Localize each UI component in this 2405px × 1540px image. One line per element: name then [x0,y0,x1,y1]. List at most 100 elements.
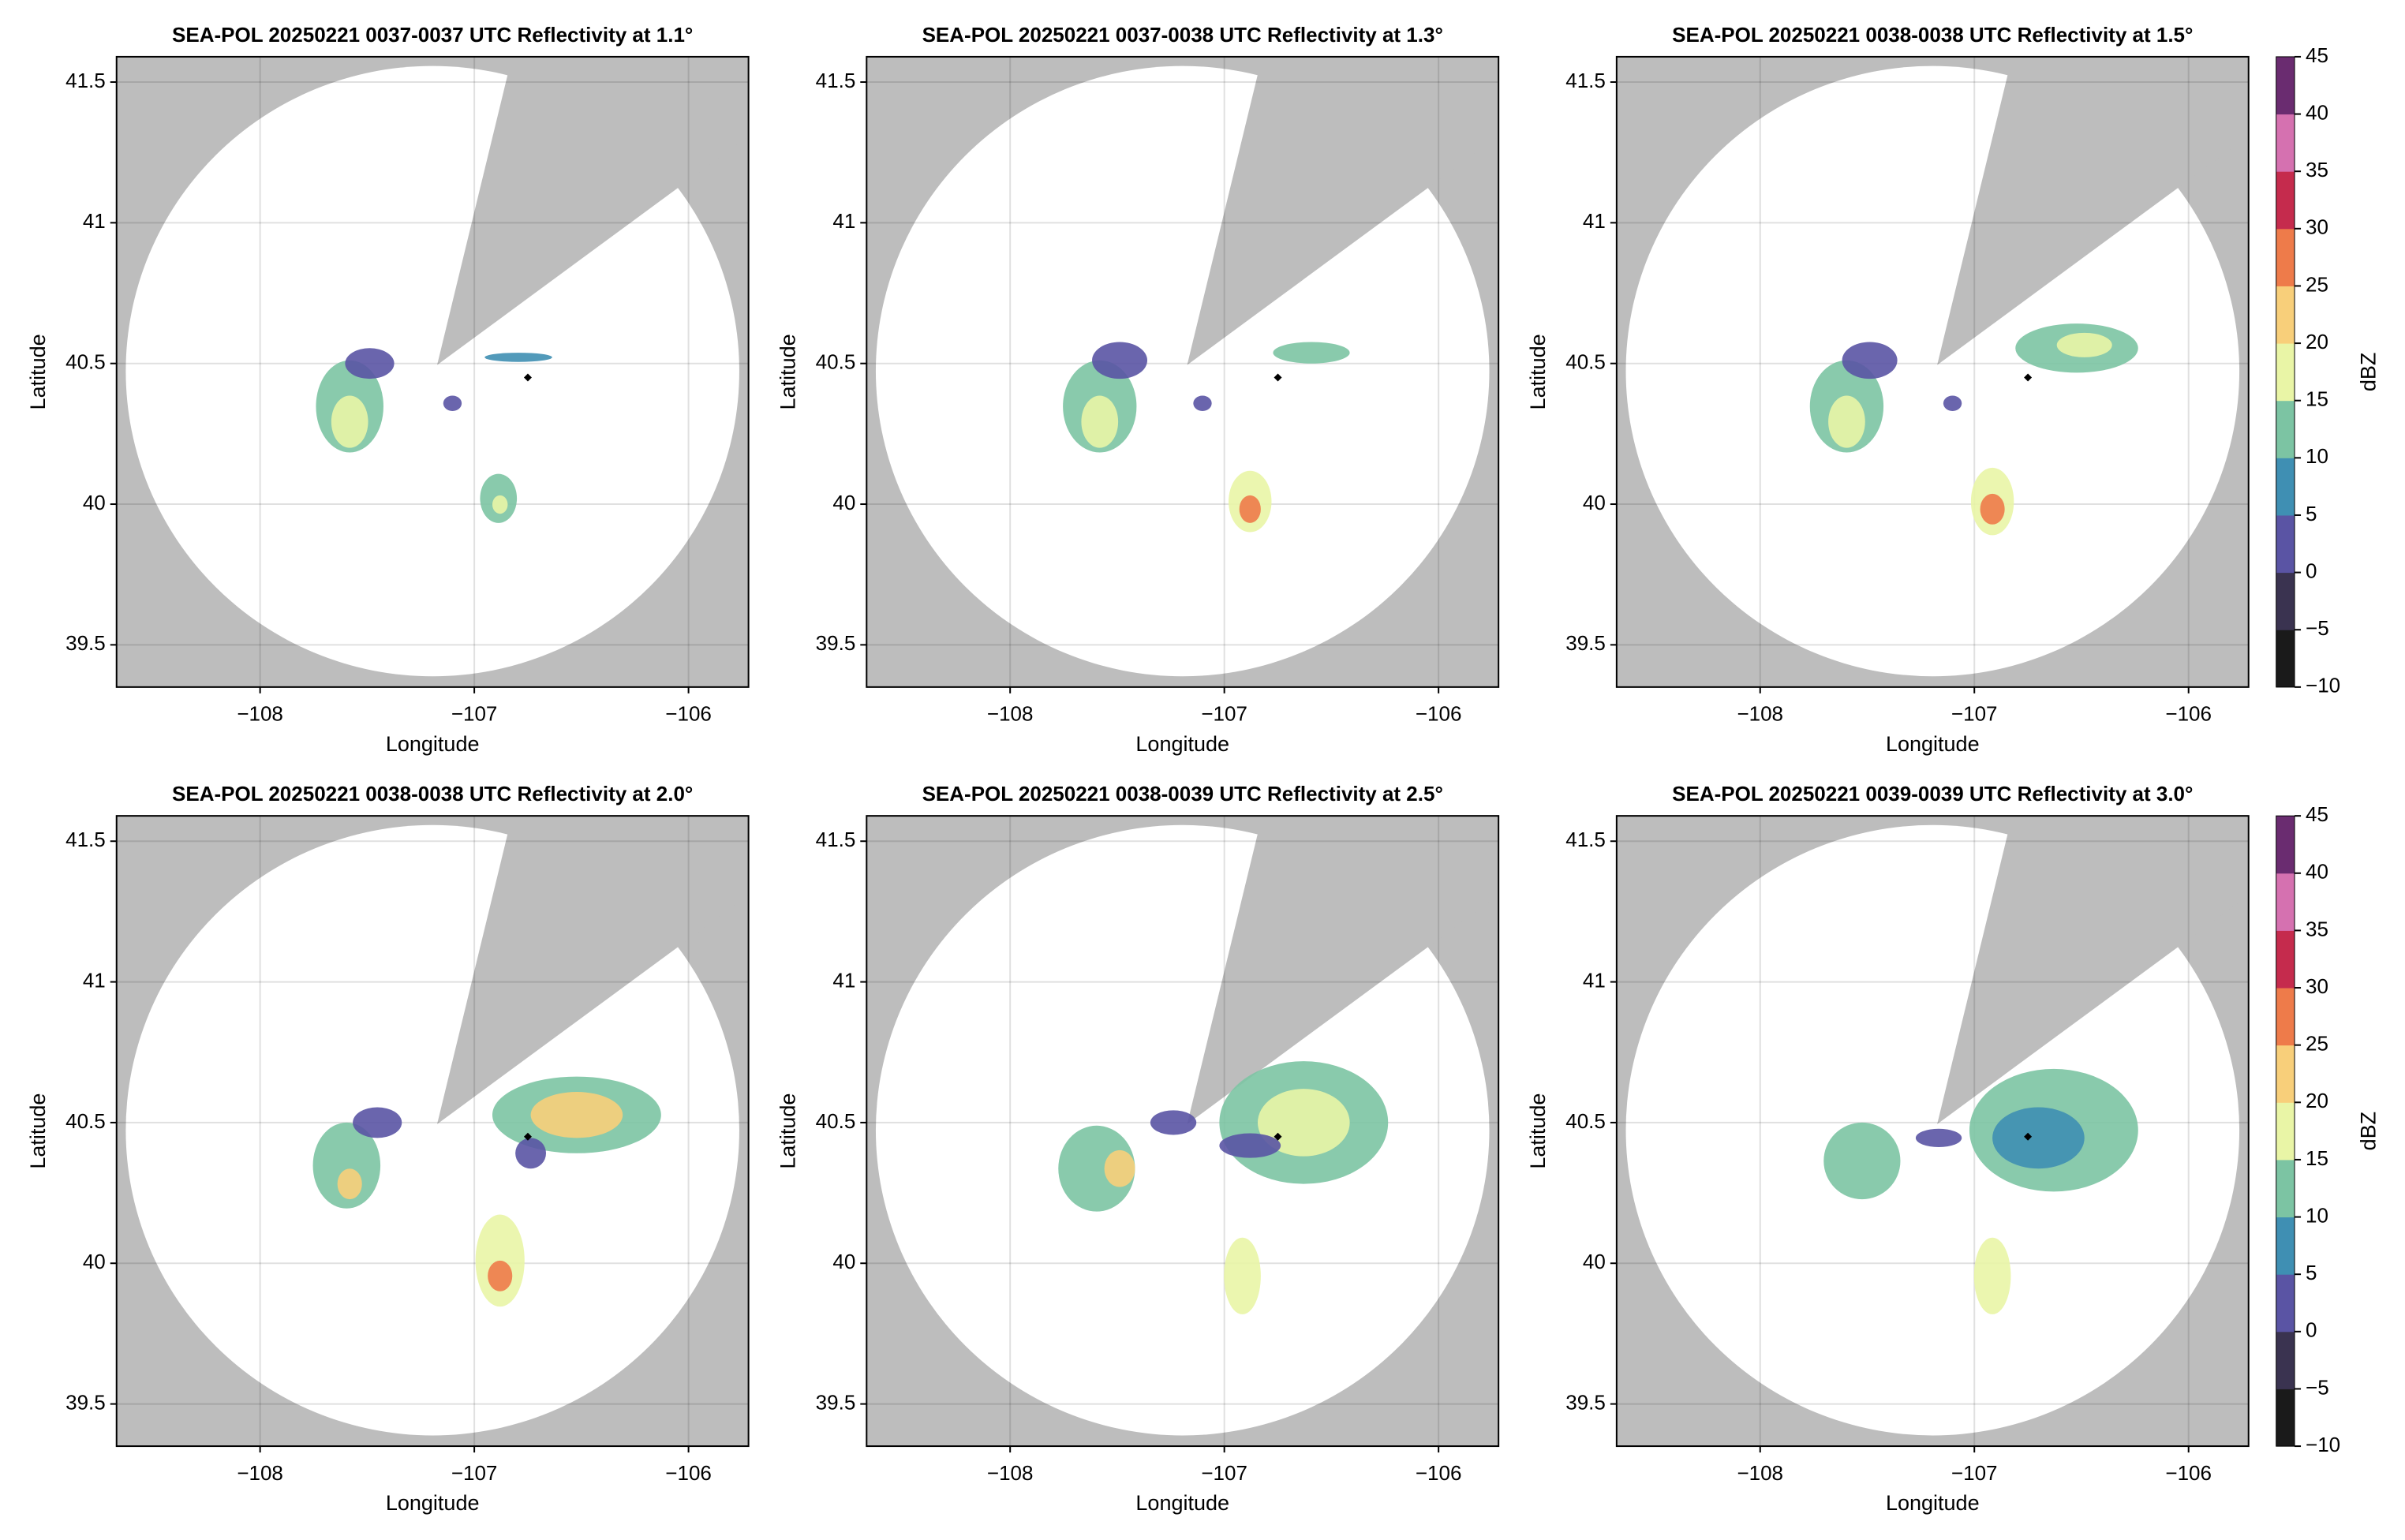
echo [331,395,368,448]
echo [1973,1237,2011,1314]
echo [1828,395,1865,448]
y-axis-label: Latitude [26,334,50,409]
echo [443,395,462,411]
echo [2056,332,2112,357]
y-tick-label: 40 [83,1250,106,1273]
colorbar-segment [2276,630,2295,688]
blocked-sector [1937,816,2249,1124]
colorbar-tick-label: 30 [2306,974,2328,998]
y-tick-label: 40.5 [816,1109,856,1133]
colorbar-tick-label: 0 [2306,559,2317,582]
plot-frame [1615,815,2250,1448]
colorbar-tick-label: 0 [2306,1318,2317,1342]
colorbar-segment [2276,400,2295,458]
x-axis-label: Longitude [386,1491,480,1515]
y-tick-label: 41.5 [1565,828,1606,851]
colorbar-segment [2276,286,2295,344]
colorbar-segment [2276,1159,2295,1218]
x-tick-label: −106 [1416,1461,1462,1485]
colorbar-tick-label: −10 [2306,1433,2340,1456]
y-axis-label: Latitude [26,1093,50,1169]
plot-area [866,816,1499,1447]
x-tick-label: −108 [987,1461,1034,1485]
colorbar-frame [2276,815,2295,1447]
echo [1257,1089,1350,1157]
y-tick-label: 39.5 [65,1390,106,1414]
y-tick-label: 41 [832,968,855,992]
echo [1992,1107,2085,1169]
y-tick-label: 41 [83,209,106,233]
colorbar-tick-label: 10 [2306,1203,2328,1227]
y-tick-label: 39.5 [1565,1390,1606,1414]
colorbar-tick-label: −10 [2306,674,2340,697]
x-tick-label: −107 [1201,702,1247,726]
x-tick-label: −106 [665,1461,712,1485]
y-tick-label: 40 [1583,491,1606,514]
x-tick-label: −107 [1951,1461,1998,1485]
colorbar-tick-label: 40 [2306,860,2328,884]
echo [1224,1237,1261,1314]
colorbar-tick-label: 30 [2306,215,2328,239]
colorbar-label: dBZ [2356,1112,2380,1151]
chart-title: SEA-POL 20250221 0037-0038 UTC Reflectiv… [922,23,1443,47]
x-tick-label: −108 [1737,1461,1783,1485]
colorbar-segment [2276,1274,2295,1333]
colorbar-tick-label: 45 [2306,802,2328,826]
plot-frame [866,55,1500,688]
colorbar-segment [2276,572,2295,630]
colorbar-tick-label: 20 [2306,330,2328,353]
y-tick-label: 41 [832,209,855,233]
echo [1058,1125,1135,1212]
colorbar-segment [2276,1331,2295,1389]
y-tick-label: 40 [832,491,855,514]
x-axis-label: Longitude [1886,732,1980,756]
y-tick-label: 41 [1583,209,1606,233]
colorbar-segment [2276,514,2295,574]
echo [1081,395,1119,448]
plot-frame [115,815,750,1448]
y-tick-label: 40 [83,491,106,514]
colorbar-tick-label: 5 [2306,502,2317,525]
colorbar-tick-label: 15 [2306,387,2328,411]
x-tick-label: −106 [2165,1461,2212,1485]
echo [492,495,508,514]
x-tick-label: −108 [1737,702,1783,726]
x-tick-label: −107 [451,702,498,726]
echo [530,1092,623,1138]
radar-site [2024,373,2033,382]
echo [1273,342,1350,364]
y-tick-label: 40.5 [816,350,856,374]
echo [1980,493,2005,525]
panel: −108 −107 −106 39.5 40 40.5 41 41.5 SEA-POL 2025… [26,782,750,1515]
chart-title: SEA-POL 20250221 0038-0038 UTC Reflectiv… [172,782,693,806]
x-tick-label: −108 [237,1461,283,1485]
echo [353,1107,402,1138]
y-tick-label: 40.5 [65,350,106,374]
y-tick-label: 41.5 [816,69,856,92]
colorbar-segment [2276,343,2295,402]
radar-site [523,1132,532,1141]
blocked-sector [437,816,749,1124]
colorbar-segment [2276,1389,2295,1447]
echo [488,1260,513,1291]
blocked-sector [437,56,749,365]
y-tick-label: 41 [1583,968,1606,992]
colorbar-tick-label: −5 [2306,616,2329,640]
x-axis-label: Longitude [1135,732,1229,756]
plot-area [1616,56,2249,687]
echo [312,1122,381,1209]
plot-area [866,56,1499,687]
echo [1193,395,1212,411]
y-tick-label: 41.5 [65,828,106,851]
y-tick-label: 40 [1583,1250,1606,1273]
echo [1842,342,1898,379]
echo [1219,1133,1281,1158]
y-axis-label: Latitude [776,1093,799,1169]
y-tick-label: 39.5 [816,631,856,655]
x-tick-label: −107 [1201,1461,1247,1485]
panel: −108 −107 −106 39.5 40 40.5 41 41.5 SEA-POL 2025… [1526,23,2380,756]
colorbar-segment [2276,56,2295,115]
plot-frame [866,815,1500,1448]
y-axis-label: Latitude [776,334,799,409]
